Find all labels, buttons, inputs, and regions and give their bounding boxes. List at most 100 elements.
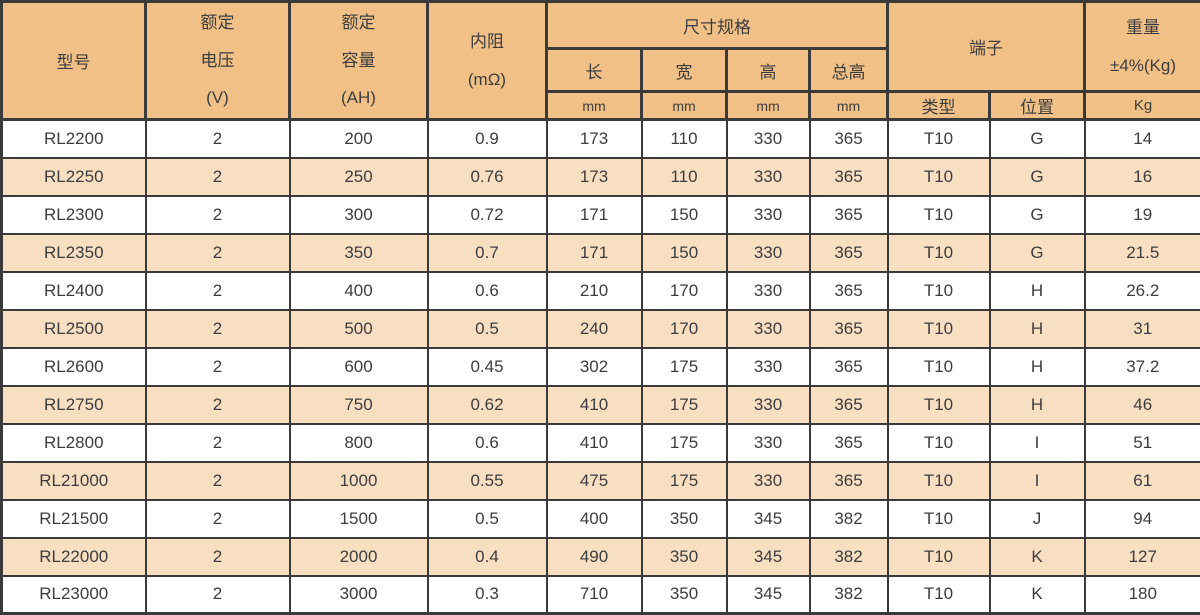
- cell: RL2750: [2, 386, 146, 424]
- cell: 0.62: [428, 386, 547, 424]
- cell: 0.45: [428, 348, 547, 386]
- cell: 345: [727, 538, 810, 576]
- unit-mm-height: mm: [727, 92, 810, 120]
- cell: 300: [290, 196, 428, 234]
- cell: 365: [810, 272, 888, 310]
- cell: G: [990, 158, 1085, 196]
- cell: 175: [642, 424, 727, 462]
- cell: 173: [547, 120, 642, 158]
- cell: RL2350: [2, 234, 146, 272]
- cell: 2: [146, 576, 290, 614]
- cell: 330: [727, 196, 810, 234]
- cell: 61: [1085, 462, 1200, 500]
- cell: 180: [1085, 576, 1200, 614]
- cell: 330: [727, 348, 810, 386]
- col-header-terminal-type: 类型: [888, 92, 990, 120]
- cell: I: [990, 424, 1085, 462]
- cell: 110: [642, 158, 727, 196]
- cell: 250: [290, 158, 428, 196]
- cell: 2: [146, 424, 290, 462]
- cell: T10: [888, 310, 990, 348]
- cell: T10: [888, 234, 990, 272]
- cell: H: [990, 272, 1085, 310]
- cell: 31: [1085, 310, 1200, 348]
- cell: 16: [1085, 158, 1200, 196]
- cell: 350: [642, 500, 727, 538]
- cell: T10: [888, 348, 990, 386]
- cell: H: [990, 386, 1085, 424]
- cell: 240: [547, 310, 642, 348]
- cell: RL2300: [2, 196, 146, 234]
- cell: RL2200: [2, 120, 146, 158]
- cell: 0.6: [428, 424, 547, 462]
- cell: 2: [146, 234, 290, 272]
- cell: RL2400: [2, 272, 146, 310]
- cell: 330: [727, 310, 810, 348]
- cell: H: [990, 348, 1085, 386]
- cell: 350: [290, 234, 428, 272]
- cell: T10: [888, 424, 990, 462]
- cell: T10: [888, 158, 990, 196]
- cell: 46: [1085, 386, 1200, 424]
- cell: 2: [146, 120, 290, 158]
- col-header-total-height: 总高: [810, 49, 888, 92]
- cell: 2: [146, 500, 290, 538]
- cell: 365: [810, 196, 888, 234]
- unit-mm-total-height: mm: [810, 92, 888, 120]
- col-header-rated-capacity: 额定 容量 (AH): [290, 2, 428, 120]
- cell: 200: [290, 120, 428, 158]
- col-header-length: 长: [547, 49, 642, 92]
- cell: 330: [727, 120, 810, 158]
- cell: 173: [547, 158, 642, 196]
- cell: 365: [810, 348, 888, 386]
- cell: 150: [642, 234, 727, 272]
- col-header-internal-resistance: 内阻 (mΩ): [428, 2, 547, 120]
- cell: 170: [642, 272, 727, 310]
- cell: 330: [727, 272, 810, 310]
- col-header-terminal: 端子: [888, 2, 1085, 92]
- cell: 0.76: [428, 158, 547, 196]
- unit-kg: Kg: [1085, 92, 1200, 120]
- cell: 475: [547, 462, 642, 500]
- cell: 330: [727, 424, 810, 462]
- unit-mm-length: mm: [547, 92, 642, 120]
- cell: 365: [810, 386, 888, 424]
- cell: 0.7: [428, 234, 547, 272]
- cell: 3000: [290, 576, 428, 614]
- cell: 0.5: [428, 310, 547, 348]
- cell: RL2250: [2, 158, 146, 196]
- cell: 365: [810, 462, 888, 500]
- cell: 710: [547, 576, 642, 614]
- cell: K: [990, 576, 1085, 614]
- cell: 2000: [290, 538, 428, 576]
- cell: 365: [810, 424, 888, 462]
- cell: G: [990, 196, 1085, 234]
- cell: 19: [1085, 196, 1200, 234]
- cell: T10: [888, 538, 990, 576]
- cell: G: [990, 234, 1085, 272]
- cell: 345: [727, 576, 810, 614]
- cell: 0.4: [428, 538, 547, 576]
- cell: 175: [642, 386, 727, 424]
- cell: H: [990, 310, 1085, 348]
- cell: K: [990, 538, 1085, 576]
- cell: 600: [290, 348, 428, 386]
- cell: 170: [642, 310, 727, 348]
- cell: 175: [642, 348, 727, 386]
- cell: T10: [888, 500, 990, 538]
- cell: 150: [642, 196, 727, 234]
- cell: 330: [727, 462, 810, 500]
- cell: RL2600: [2, 348, 146, 386]
- cell: 127: [1085, 538, 1200, 576]
- cell: RL21000: [2, 462, 146, 500]
